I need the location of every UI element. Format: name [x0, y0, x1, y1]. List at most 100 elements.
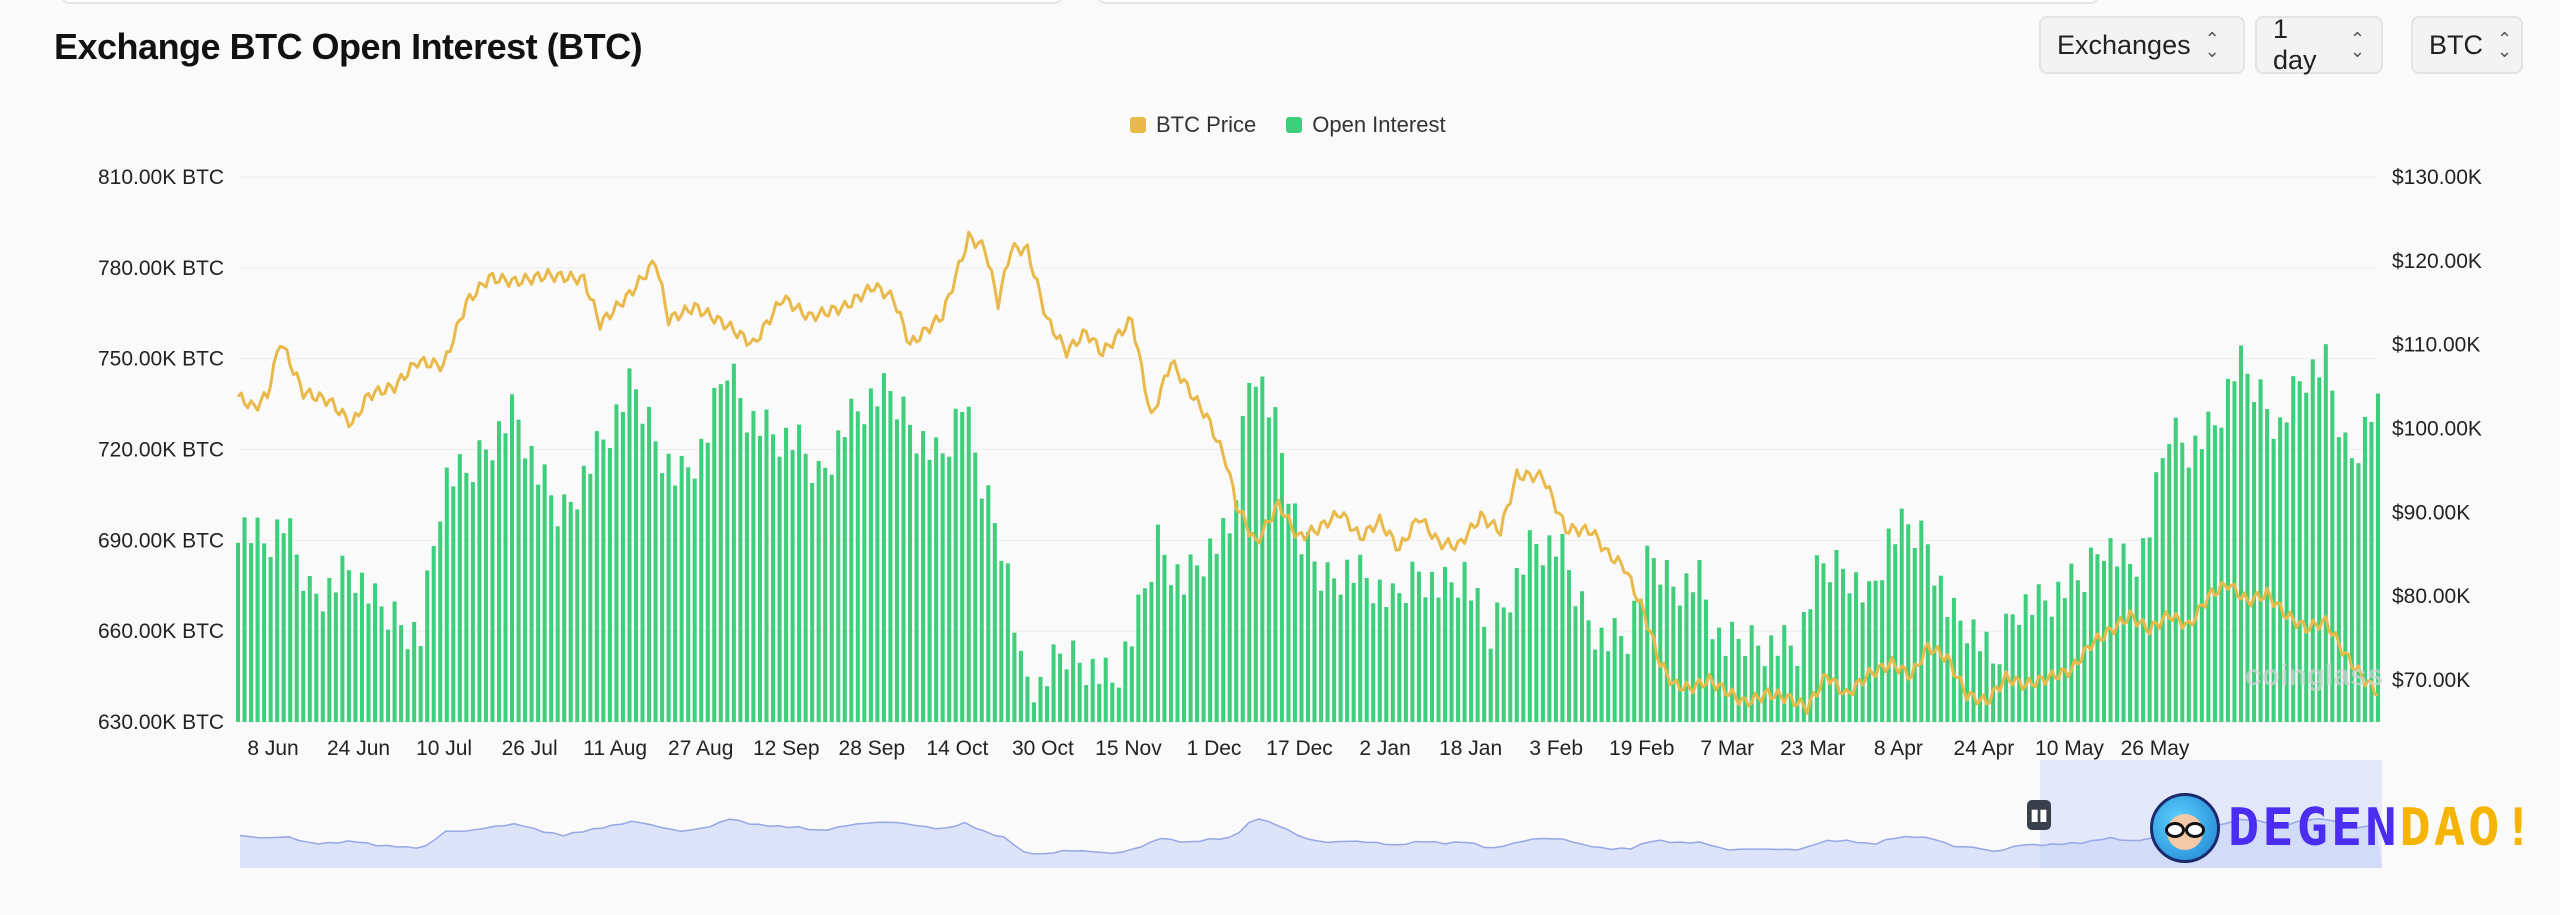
open-interest-bar: [1893, 544, 1898, 722]
y-left-tick-label: 720.00K BTC: [98, 439, 224, 462]
open-interest-bar: [1782, 625, 1787, 722]
open-interest-bar: [412, 621, 417, 722]
open-interest-bar: [1371, 603, 1376, 722]
open-interest-bar: [581, 465, 586, 722]
open-interest-bar: [1854, 572, 1859, 722]
open-interest-bar: [2291, 376, 2296, 722]
open-interest-bar: [490, 460, 495, 722]
open-interest-bar: [1743, 655, 1748, 722]
open-interest-bar: [1084, 685, 1089, 722]
y-right-tick-label: $70.00K: [2392, 669, 2470, 692]
open-interest-bar: [359, 572, 364, 722]
open-interest-bar: [1521, 574, 1526, 722]
x-tick-label: 11 Aug: [583, 737, 647, 760]
open-interest-bar: [320, 611, 325, 722]
open-interest-bar: [1142, 588, 1147, 722]
open-interest-bar: [2199, 449, 2204, 722]
open-interest-bar: [881, 373, 886, 722]
open-interest-bar: [2017, 624, 2022, 722]
y-left-tick-label: 750.00K BTC: [98, 348, 224, 371]
open-interest-bar: [1730, 621, 1735, 722]
open-interest-bar: [1182, 594, 1187, 722]
x-tick-label: 30 Oct: [1012, 737, 1074, 760]
x-tick-label: 8 Apr: [1874, 737, 1923, 760]
navigator-area: [240, 818, 2382, 868]
open-interest-bar: [1377, 579, 1382, 722]
open-interest-bar: [816, 461, 821, 722]
open-interest-bar: [1619, 635, 1624, 722]
x-tick-label: 12 Sep: [753, 737, 820, 760]
y-left-tick-label: 810.00K BTC: [98, 166, 224, 189]
open-interest-bar: [751, 410, 756, 722]
legend-item-price[interactable]: BTC Price: [1130, 112, 1256, 138]
open-interest-bar: [1573, 606, 1578, 722]
open-interest-bar: [438, 521, 443, 722]
open-interest-bar: [2010, 614, 2015, 722]
open-interest-bar: [666, 453, 671, 722]
y-left-tick-label: 630.00K BTC: [98, 711, 224, 734]
open-interest-bar: [1129, 646, 1134, 722]
legend-item-open-interest[interactable]: Open Interest: [1286, 112, 1446, 138]
open-interest-bar: [1240, 416, 1245, 722]
open-interest-bar: [1736, 638, 1741, 722]
open-interest-bar: [1012, 632, 1017, 722]
open-interest-bar: [307, 576, 312, 722]
open-interest-bar: [731, 363, 736, 722]
x-tick-label: 19 Feb: [1609, 737, 1674, 760]
open-interest-bar: [2186, 467, 2191, 722]
open-interest-bar: [1416, 571, 1421, 722]
x-tick-label: 3 Feb: [1529, 737, 1583, 760]
open-interest-bar: [620, 411, 625, 722]
open-interest-bar: [1077, 662, 1082, 722]
open-interest-bar: [1808, 609, 1813, 722]
exchanges-select[interactable]: Exchanges ⌃ ⌄: [2039, 16, 2245, 74]
open-interest-bar: [255, 517, 260, 722]
unit-select[interactable]: BTC ⌃ ⌄: [2411, 16, 2523, 74]
open-interest-bar: [842, 437, 847, 722]
open-interest-bar: [1103, 657, 1108, 722]
x-tick-label: 1 Dec: [1187, 737, 1242, 760]
open-interest-bar: [1821, 563, 1826, 722]
open-interest-bar: [1625, 653, 1630, 722]
open-interest-bar: [686, 467, 691, 722]
open-interest-bar: [855, 411, 860, 722]
open-interest-bar: [2284, 422, 2289, 722]
open-interest-bar: [894, 419, 899, 722]
open-interest-bar: [1436, 597, 1441, 722]
open-interest-bar: [496, 421, 501, 722]
open-interest-bar: [1671, 586, 1676, 722]
open-interest-bar: [829, 474, 834, 722]
open-interest-bar: [868, 388, 873, 722]
open-interest-bar: [1677, 605, 1682, 722]
open-interest-bar: [1958, 620, 1963, 722]
open-interest-bar: [529, 445, 534, 722]
open-interest-bar: [810, 482, 815, 722]
open-interest-bar: [327, 577, 332, 722]
x-tick-label: 10 Jul: [416, 737, 472, 760]
open-interest-bar: [1155, 524, 1160, 722]
open-interest-bar: [1606, 651, 1611, 722]
interval-select[interactable]: 1 day ⌃ ⌄: [2255, 14, 2383, 75]
open-interest-bar: [1397, 593, 1402, 722]
open-interest-bar: [1214, 553, 1219, 722]
open-interest-bar: [1938, 575, 1943, 722]
open-interest-bar: [2173, 417, 2178, 722]
open-interest-bar: [2160, 458, 2165, 722]
open-interest-bar: [1123, 641, 1128, 722]
y-left-tick-label: 660.00K BTC: [98, 620, 224, 643]
chevron-updown-icon: ⌃ ⌄: [2349, 29, 2365, 61]
unit-select-label: BTC: [2429, 29, 2483, 60]
open-interest-bar: [2180, 442, 2185, 722]
open-interest-bar: [2343, 432, 2348, 722]
open-interest-bar: [503, 433, 508, 722]
navigator-handle[interactable]: ▮▮: [2027, 800, 2051, 830]
open-interest-bar: [757, 435, 762, 722]
open-interest-bar: [934, 437, 939, 722]
open-interest-bar: [1547, 535, 1552, 722]
open-interest-bar: [1482, 626, 1487, 722]
open-interest-bar: [1390, 583, 1395, 722]
open-interest-bar: [784, 427, 789, 722]
open-interest-bar: [1260, 376, 1265, 722]
open-interest-bar: [764, 409, 769, 722]
